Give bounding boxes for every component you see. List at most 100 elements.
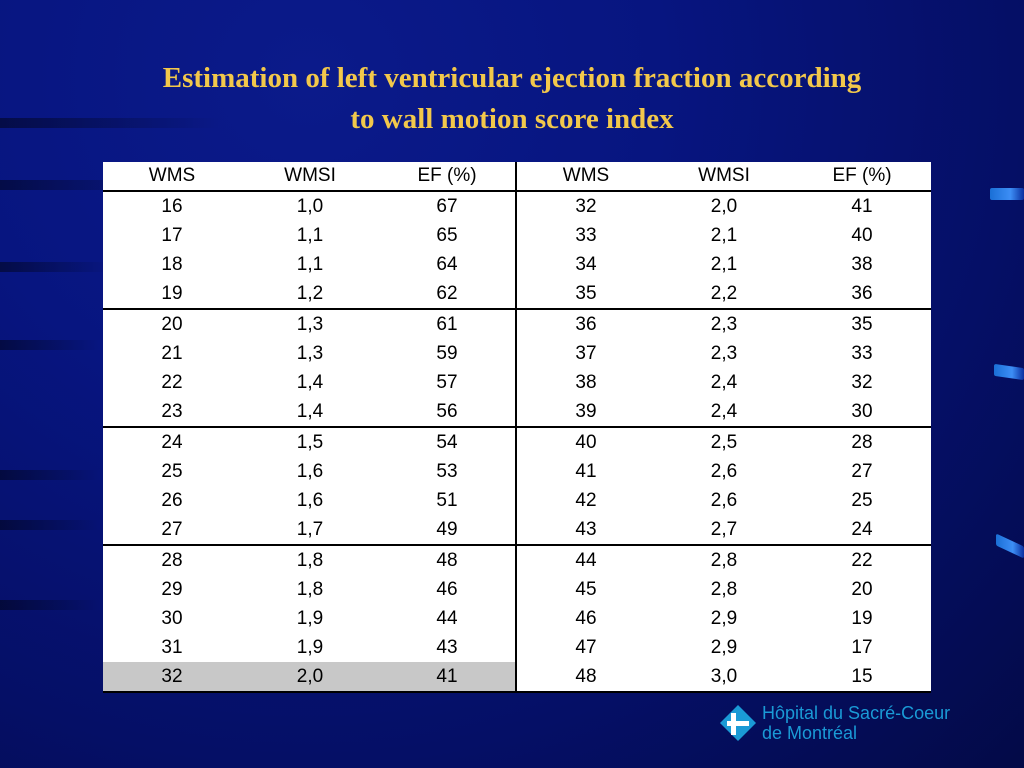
cell-wms: 32: [575, 195, 597, 217]
cell-ef: 38: [851, 253, 873, 275]
background-stripe: [0, 340, 100, 350]
cell-wmsi: 1,4: [241, 397, 379, 428]
column-header-ef: EF (%): [793, 162, 931, 192]
background-stripe: [0, 470, 100, 480]
hospital-name: Hôpital du Sacré-Coeur de Montréal: [762, 703, 950, 743]
table-row: 25 1,6 53 41 2,6 27: [103, 457, 931, 486]
cell-wms: 36: [575, 313, 597, 335]
cell-wmsi: 2,9: [710, 607, 738, 629]
cell-wmsi: 1,1: [296, 253, 324, 275]
cell-wmsi: 1,1: [296, 224, 324, 246]
cell-wmsi: 2,0: [241, 662, 379, 693]
column-header-wms: WMS: [103, 162, 241, 192]
column-header-wmsi: WMSI: [655, 162, 793, 192]
cell-wms: 35: [516, 279, 655, 310]
hospital-name-line-1: Hôpital du Sacré-Coeur: [762, 703, 951, 723]
table-header-row: WMS WMSI EF (%) WMS WMSI EF (%): [103, 162, 931, 192]
table-row: 23 1,4 56 39 2,4 30: [103, 397, 931, 428]
background-stripe: [0, 600, 100, 610]
cell-ef: 41: [379, 662, 517, 693]
cell-ef: 48: [379, 545, 517, 575]
table-row: 18 1,1 64 34 2,1 38: [103, 250, 931, 279]
cell-wms: 42: [575, 489, 597, 511]
cell-ef: 19: [851, 607, 873, 629]
cell-ef: 65: [379, 221, 517, 250]
cell-wmsi: 1,8: [296, 578, 324, 600]
cell-wmsi: 1,6: [296, 460, 324, 482]
cell-wmsi: 1,4: [296, 371, 324, 393]
cell-wmsi: 2,2: [655, 279, 793, 310]
cell-wms: 30: [161, 607, 183, 629]
cell-ef: 27: [851, 460, 873, 482]
cell-wmsi: 2,3: [710, 342, 738, 364]
cell-wms: 23: [103, 397, 241, 428]
table-row: 31 1,9 43 47 2,9 17: [103, 633, 931, 662]
cell-wmsi: 1,3: [296, 342, 324, 364]
table-row: 28 1,8 48 44 2,8 22: [103, 545, 931, 575]
cell-ef: 67: [379, 191, 517, 221]
cell-wms: 22: [161, 371, 183, 393]
cell-wmsi: 2,8: [710, 549, 738, 571]
cell-ef: 20: [851, 578, 873, 600]
cell-ef: 46: [379, 575, 517, 604]
cell-ef: 36: [793, 279, 931, 310]
cell-wmsi: 1,9: [296, 607, 324, 629]
cell-wms: 37: [575, 342, 597, 364]
cell-wms: 16: [161, 195, 183, 217]
cell-wmsi: 1,8: [296, 549, 324, 571]
cell-wms: 46: [575, 607, 597, 629]
cell-ef: 43: [379, 633, 517, 662]
cell-ef: 30: [793, 397, 931, 428]
background-stripe: [0, 180, 160, 190]
column-header-wmsi: WMSI: [241, 162, 379, 192]
cell-wmsi: 2,6: [710, 460, 738, 482]
table-row: 21 1,3 59 37 2,3 33: [103, 339, 931, 368]
table-row: 24 1,5 54 40 2,5 28: [103, 427, 931, 457]
cell-wmsi: 2,1: [710, 253, 738, 275]
cell-ef: 15: [793, 662, 931, 693]
cell-wmsi: 2,8: [710, 578, 738, 600]
table-row: 16 1,0 67 32 2,0 41: [103, 191, 931, 221]
cell-wms: 28: [161, 549, 183, 571]
cell-wmsi: 1,7: [241, 515, 379, 546]
cell-ef: 54: [379, 427, 517, 457]
column-header-ef: EF (%): [379, 162, 517, 192]
cell-wms: 44: [575, 549, 597, 571]
background-stripe: [0, 262, 110, 272]
cell-wmsi: 2,3: [710, 313, 738, 335]
cell-wms: 31: [161, 636, 183, 658]
cell-wms: 29: [161, 578, 183, 600]
cell-ef: 44: [379, 604, 517, 633]
cell-ef: 32: [851, 371, 873, 393]
cell-ef: 25: [851, 489, 873, 511]
cell-wms: 43: [516, 515, 655, 546]
cell-ef: 28: [851, 431, 873, 453]
cell-wms: 21: [161, 342, 183, 364]
cell-wms: 25: [161, 460, 183, 482]
cell-wms: 24: [161, 431, 183, 453]
table-row: 20 1,3 61 36 2,3 35: [103, 309, 931, 339]
background-stripe: [0, 118, 220, 128]
cell-wms: 48: [516, 662, 655, 693]
cell-ef: 53: [379, 457, 517, 486]
cell-wmsi: 2,5: [710, 431, 738, 453]
cell-ef: 57: [379, 368, 517, 397]
cell-wms: 33: [575, 224, 597, 246]
cell-wms: 17: [161, 224, 183, 246]
table-row: 27 1,7 49 43 2,7 24: [103, 515, 931, 546]
decorative-accent-bar: [996, 533, 1024, 559]
cell-wms: 18: [161, 253, 183, 275]
cell-wms: 20: [161, 313, 183, 335]
cell-ef: 17: [851, 636, 873, 658]
cell-ef: 49: [379, 515, 517, 546]
cell-ef: 35: [851, 313, 873, 335]
cell-wmsi: 2,4: [655, 397, 793, 428]
cell-ef: 24: [793, 515, 931, 546]
cell-ef: 61: [379, 309, 517, 339]
cell-ef: 41: [851, 195, 873, 217]
cell-wms: 45: [575, 578, 597, 600]
cell-wmsi: 1,5: [296, 431, 324, 453]
cell-wmsi: 2,9: [710, 636, 738, 658]
cell-ef: 56: [379, 397, 517, 428]
cell-wmsi: 3,0: [655, 662, 793, 693]
